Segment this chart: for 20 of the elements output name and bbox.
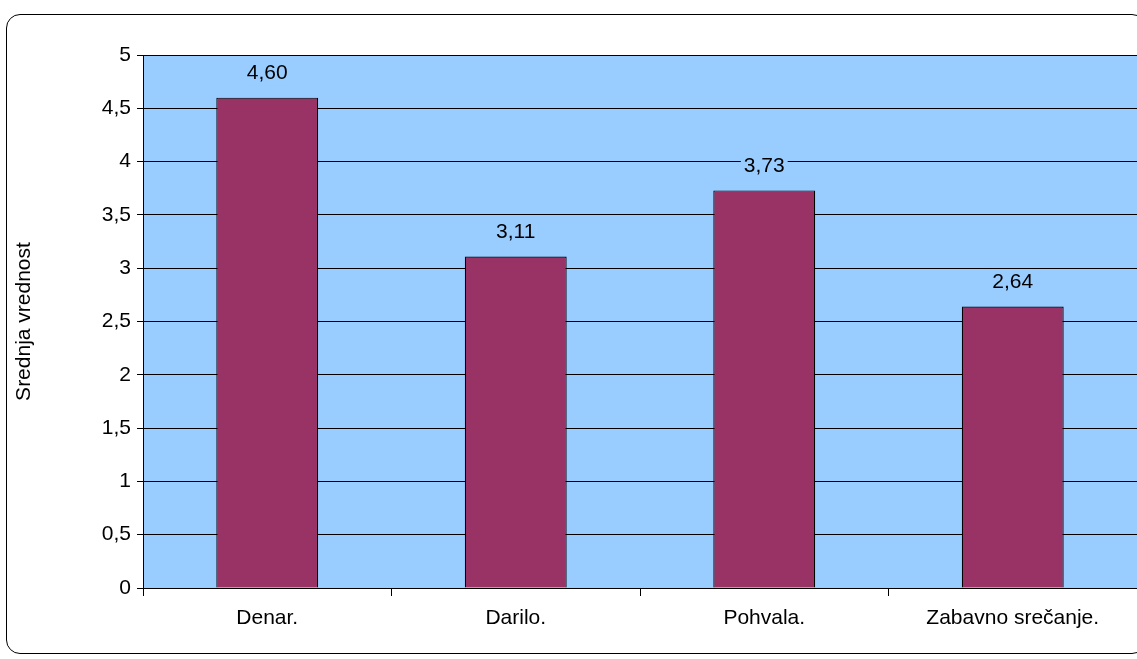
y-tick-label: 3,5 <box>101 201 131 225</box>
y-tick-label: 3 <box>119 255 131 278</box>
x-tick-label: Darilo. <box>485 605 547 629</box>
y-tick-label: 1,5 <box>101 414 131 438</box>
y-axis-title: Srednja vrednost <box>11 241 35 401</box>
data-label: 4,60 <box>246 59 288 83</box>
data-label: 3,73 <box>743 152 785 176</box>
y-tick-label: 4,5 <box>101 95 131 119</box>
y-tick-label: 5 <box>119 41 131 65</box>
data-label: 3,11 <box>496 218 536 242</box>
y-tick-label: 2 <box>119 361 131 385</box>
x-tick-label: Denar. <box>236 605 299 629</box>
y-tick-label: 1 <box>119 468 131 492</box>
x-tick-label: Zabavno srečanje. <box>926 605 1100 629</box>
y-tick-label: 0,5 <box>101 521 131 545</box>
x-tick-label: Pohvala. <box>723 605 806 629</box>
y-tick-label: 4 <box>119 148 132 172</box>
y-tick-label: 2,5 <box>101 308 131 332</box>
y-tick-label: 0 <box>119 574 131 598</box>
data-label: 2,64 <box>992 268 1034 292</box>
